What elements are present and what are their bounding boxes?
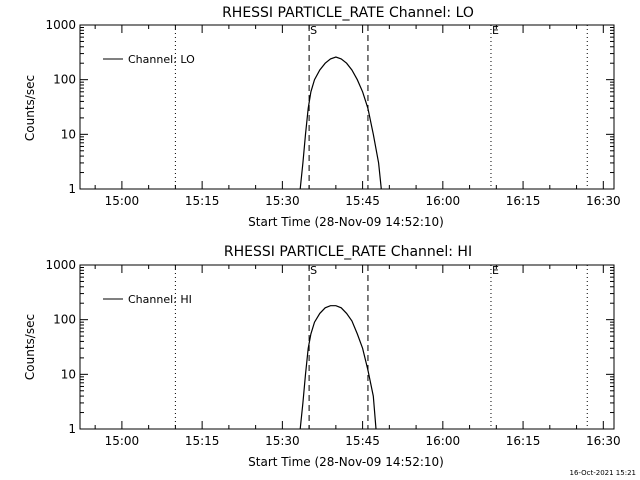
x-tick-label: 15:30	[265, 434, 300, 448]
y-axis-label: Counts/sec	[23, 75, 37, 141]
y-tick-label: 10	[61, 127, 76, 141]
x-tick-label: 15:45	[345, 434, 380, 448]
x-tick-label: 15:00	[105, 194, 140, 208]
y-tick-label: 100	[53, 313, 76, 327]
x-tick-label: 16:00	[426, 434, 461, 448]
x-tick-label: 15:15	[185, 434, 220, 448]
x-tick-label: 15:30	[265, 194, 300, 208]
marker-label: S	[310, 24, 317, 37]
x-tick-label: 15:00	[105, 434, 140, 448]
x-tick-label: 15:15	[185, 194, 220, 208]
chart-title: RHESSI PARTICLE_RATE Channel: LO	[222, 5, 474, 21]
data-series	[299, 56, 382, 190]
x-axis-label: Start Time (28-Nov-09 14:52:10)	[248, 215, 444, 229]
y-axis-label: Counts/sec	[23, 314, 37, 380]
footer-timestamp: 16-Oct-2021 15:21	[570, 469, 636, 477]
axis-ticks: 15:00 15:15 15:30 15:45 16:00 16:15 16:30 1 10 10…	[45, 18, 620, 208]
x-tick-label: 16:30	[586, 434, 621, 448]
x-axis-label: Start Time (28-Nov-09 14:52:10)	[248, 455, 444, 469]
legend-entry: Channel: HI	[128, 293, 192, 306]
panel-hi: RHESSI PARTICLE_RATE Channel: HI Counts/…	[23, 244, 621, 469]
legend-entry: Channel: LO	[128, 53, 195, 66]
y-tick-label: 10	[61, 367, 76, 381]
marker-label: E	[492, 264, 499, 277]
y-tick-label: 1	[68, 182, 76, 196]
marker-label: E	[492, 24, 499, 37]
panel-lo: RHESSI PARTICLE_RATE Channel: LO Counts/…	[23, 5, 621, 229]
y-tick-label: 1000	[45, 258, 76, 272]
chart-title: RHESSI PARTICLE_RATE Channel: HI	[224, 244, 472, 260]
y-tick-label: 100	[53, 73, 76, 87]
x-tick-label: 16:15	[506, 434, 541, 448]
y-tick-label: 1000	[45, 18, 76, 32]
plot-frame	[79, 24, 615, 190]
marker-label: S	[310, 264, 317, 277]
data-series	[299, 305, 377, 430]
x-tick-label: 15:45	[345, 194, 380, 208]
series-line	[299, 305, 377, 430]
x-tick-label: 16:30	[586, 194, 621, 208]
axis-ticks: 15:00 15:15 15:30 15:45 16:00 16:15 16:30 1 10 10…	[45, 258, 620, 448]
y-tick-label: 1	[68, 422, 76, 436]
x-tick-label: 16:15	[506, 194, 541, 208]
plot-frame	[79, 264, 615, 430]
x-tick-label: 16:00	[426, 194, 461, 208]
series-line	[299, 56, 382, 190]
